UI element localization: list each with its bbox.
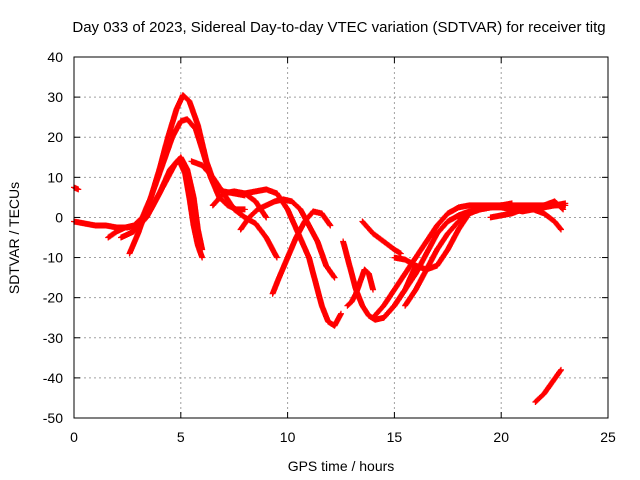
x-tick-label: 10	[280, 429, 296, 445]
series-arc-21	[532, 366, 565, 405]
series-arc-1	[71, 184, 82, 193]
ticks: 0 5 10 15 20 25 -50 -40 -30 -20 -10 0 10 20 30 40	[43, 49, 616, 445]
x-tick-label: 5	[177, 429, 185, 445]
y-tick-label: 30	[47, 89, 63, 105]
series-arc-7	[188, 158, 280, 261]
y-axis-label: SDTVAR / TECUs	[6, 182, 22, 294]
y-tick-label: 0	[55, 209, 63, 225]
series-arc-10	[237, 196, 338, 281]
grid	[74, 57, 608, 418]
data-point-markers	[188, 158, 280, 261]
data-point-markers	[135, 154, 206, 253]
y-tick-label: -20	[43, 290, 63, 306]
data-point-markers	[237, 196, 338, 281]
x-tick-label: 0	[70, 429, 78, 445]
series-arc-11	[269, 208, 334, 297]
data-point-markers	[487, 198, 567, 221]
data-point-markers	[391, 210, 473, 273]
series-arc-14	[359, 218, 404, 257]
series-layer	[71, 92, 569, 405]
x-axis-label: GPS time / hours	[288, 458, 395, 474]
y-tick-label: 40	[47, 49, 63, 65]
x-tick-label: 20	[493, 429, 509, 445]
plot-frame	[73, 56, 609, 419]
chart-title: Day 033 of 2023, Sidereal Day-to-day VTE…	[72, 19, 605, 36]
series-arc-18	[391, 210, 473, 273]
series-arc-20	[487, 198, 567, 221]
y-tick-label: 10	[47, 169, 63, 185]
x-tick-label: 25	[600, 429, 616, 445]
y-tick-label: -40	[43, 370, 63, 386]
data-point-markers	[359, 218, 404, 257]
series-arc-6	[135, 154, 206, 253]
data-point-markers	[71, 184, 82, 193]
data-point-markers	[269, 208, 334, 297]
data-point-markers	[532, 366, 565, 405]
y-tick-label: -50	[43, 410, 63, 426]
y-tick-label: 20	[47, 129, 63, 145]
x-tick-label: 15	[387, 429, 403, 445]
y-tick-label: -30	[43, 330, 63, 346]
y-tick-label: -10	[43, 250, 63, 266]
